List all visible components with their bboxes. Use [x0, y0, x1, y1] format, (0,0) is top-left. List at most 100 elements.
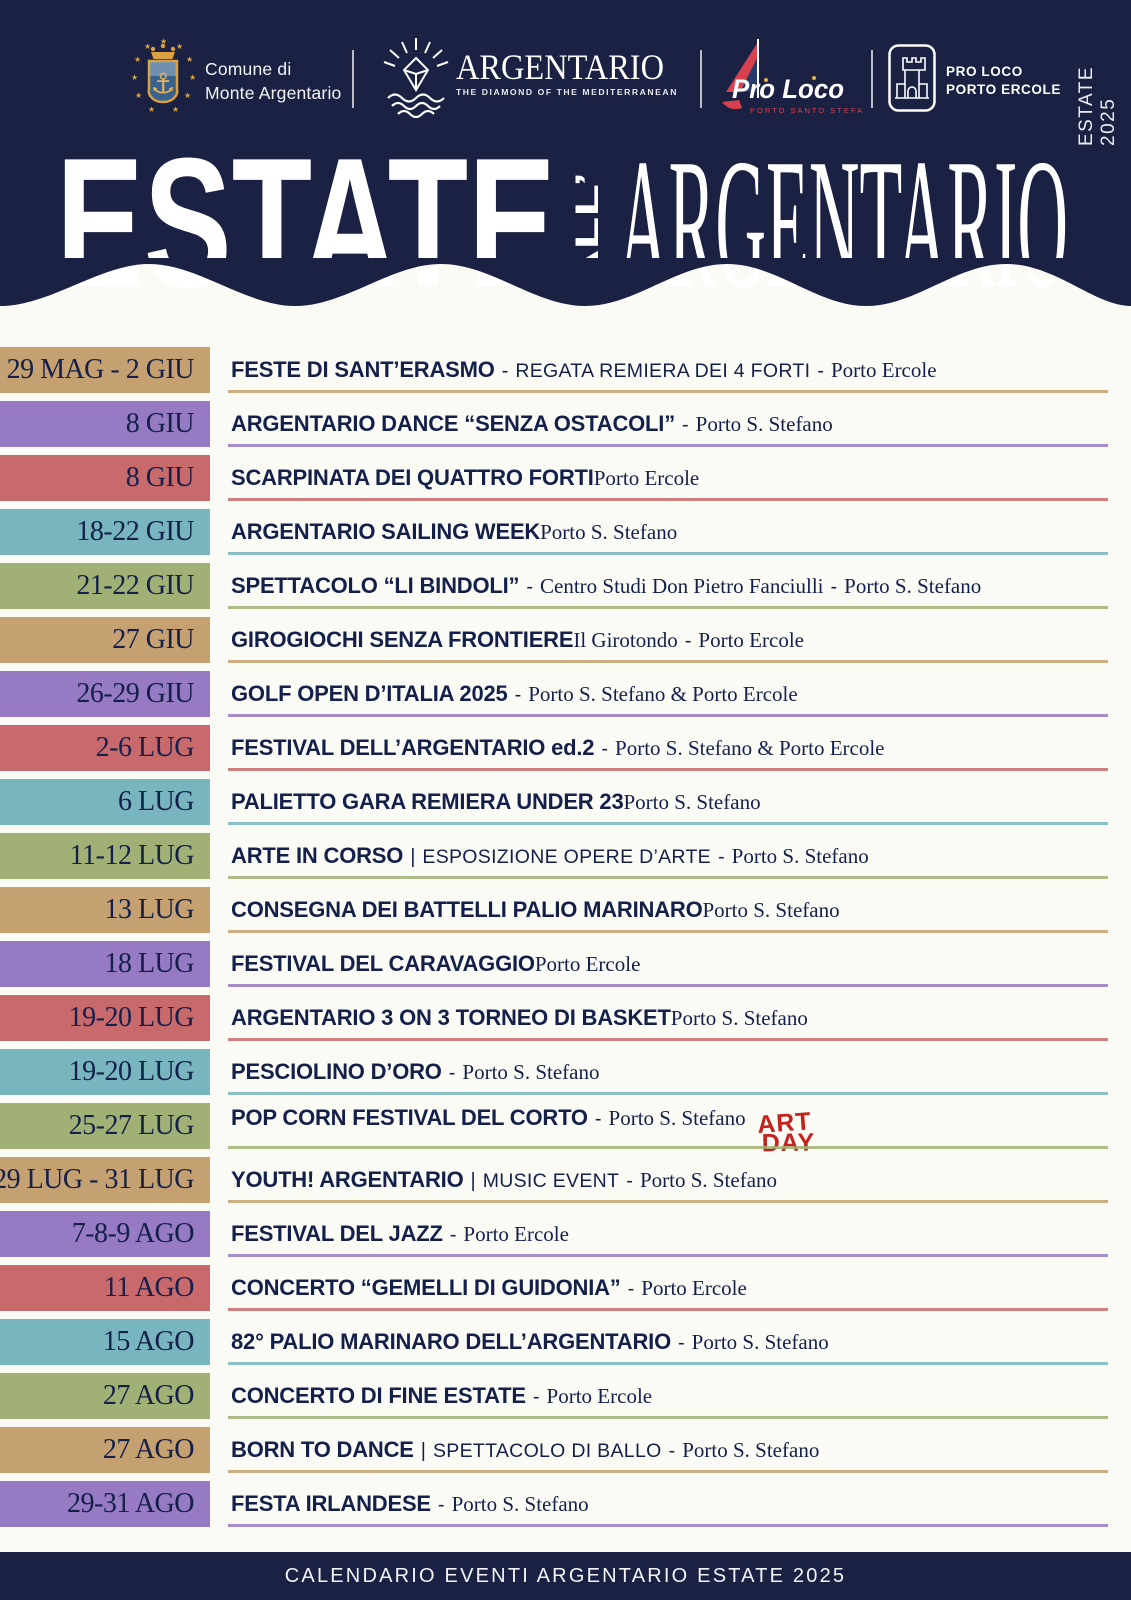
comune-crest-icon: ★★★ ★★★ ★★★ ★★ ⚓: [131, 37, 196, 114]
event-date: 29-31 AGO: [67, 1488, 194, 1519]
svg-text:★: ★: [160, 37, 167, 46]
event-title: CONSEGNA DEI BATTELLI PALIO MARINARO: [231, 897, 703, 922]
events-list: 29 MAG - 2 GIU FESTE DI SANT’ERASMO - RE…: [0, 347, 1131, 1535]
separator: -: [449, 1224, 457, 1246]
row-underline: [228, 984, 1108, 987]
separator: -: [514, 684, 522, 706]
event-text: ARGENTARIO DANCE “SENZA OSTACOLI” - Port…: [231, 411, 833, 437]
separator: -: [526, 576, 533, 598]
event-row: 8 GIU SCARPINATA DEI QUATTRO FORTI Porto…: [0, 455, 1131, 501]
event-text: ARGENTARIO 3 ON 3 TORNEO DI BASKET Porto…: [231, 1005, 808, 1031]
argentario-diamond-icon: [383, 38, 449, 118]
event-row: 11-12 LUG ARTE IN CORSO | ESPOSIZIONE OP…: [0, 833, 1131, 879]
event-text: GOLF OPEN D’ITALIA 2025 - Porto S. Stefa…: [231, 681, 798, 707]
event-location: Porto S. Stefano: [623, 790, 761, 814]
event-title: FESTE DI SANT’ERASMO: [231, 357, 495, 382]
event-date: 19-20 LUG: [68, 1002, 195, 1033]
event-row: 19-20 LUG PESCIOLINO D’ORO - Porto S. St…: [0, 1049, 1131, 1095]
event-title: ARGENTARIO SAILING WEEK: [231, 519, 541, 544]
event-date: 27 AGO: [102, 1434, 195, 1465]
svg-text:★: ★: [172, 105, 179, 114]
event-location: Porto Ercole: [546, 1384, 653, 1408]
event-location: Porto S. Stefano: [691, 1330, 829, 1354]
event-location: Porto S. Stefano & Porto Ercole: [615, 736, 885, 760]
event-date-block: 18 LUG: [0, 941, 210, 987]
event-location: Porto S. Stefano: [639, 1168, 778, 1192]
event-title: POP CORN FESTIVAL DEL CORTO: [231, 1105, 588, 1130]
event-location: Porto Ercole: [698, 628, 804, 652]
event-text: CONCERTO “GEMELLI DI GUIDONIA” - Porto E…: [231, 1275, 747, 1301]
event-text: POP CORN FESTIVAL DEL CORTO - Porto S. S…: [231, 1105, 815, 1157]
event-date-block: 13 LUG: [0, 887, 210, 933]
argentario-tagline: THE DIAMOND OF THE MEDITERRANEAN: [456, 87, 678, 97]
event-text: FESTIVAL DEL JAZZ - Porto Ercole: [231, 1221, 569, 1247]
row-underline: [228, 930, 1108, 933]
footer-text: CALENDARIO EVENTI ARGENTARIO ESTATE 2025: [284, 1564, 847, 1587]
event-location: Porto S. Stefano: [695, 412, 833, 436]
event-row: 13 LUG CONSEGNA DEI BATTELLI PALIO MARIN…: [0, 887, 1131, 933]
event-subtitle: REGATA REMIERA DEI 4 FORTI: [515, 360, 811, 382]
separator: |: [470, 1170, 476, 1192]
separator: -: [677, 1332, 685, 1354]
row-underline: [228, 552, 1108, 555]
event-row: 15 AGO 82° PALIO MARINARO DELL’ARGENTARI…: [0, 1319, 1131, 1365]
row-underline: [228, 1362, 1108, 1365]
event-text: YOUTH! ARGENTARIO | MUSIC EVENT - Porto …: [231, 1167, 777, 1193]
separator: -: [682, 414, 689, 436]
divider: [700, 50, 702, 108]
event-text: ARTE IN CORSO | ESPOSIZIONE OPERE D’ARTE…: [231, 843, 869, 869]
event-date: 19-20 LUG: [68, 1056, 195, 1087]
separator: -: [626, 1170, 633, 1192]
divider: [871, 50, 873, 108]
footer-bar: CALENDARIO EVENTI ARGENTARIO ESTATE 2025: [0, 1552, 1131, 1600]
proloco-pe-line1: PRO LOCO: [946, 64, 1023, 79]
event-title: FESTA IRLANDESE: [231, 1491, 431, 1516]
event-date: 13 LUG: [104, 894, 194, 925]
event-row: 26-29 GIU GOLF OPEN D’ITALIA 2025 - Port…: [0, 671, 1131, 717]
row-underline: [228, 1092, 1108, 1095]
event-location: Porto S. Stefano: [844, 574, 982, 598]
event-date: 8 GIU: [125, 408, 195, 439]
svg-text:★: ★: [134, 55, 141, 64]
event-location: Porto Ercole: [534, 952, 641, 976]
event-location: Porto Ercole: [641, 1276, 747, 1300]
event-title: CONCERTO DI FINE ESTATE: [231, 1383, 526, 1408]
event-date: 27 GIU: [112, 624, 194, 655]
event-title: CONCERTO “GEMELLI DI GUIDONIA”: [231, 1275, 621, 1300]
event-date: 8 GIU: [125, 462, 195, 493]
event-title: ARGENTARIO DANCE “SENZA OSTACOLI”: [231, 411, 675, 436]
event-date: 27 AGO: [102, 1380, 195, 1411]
argentario-wordmark-text: ARGENTARIO: [456, 50, 664, 84]
separator: -: [448, 1062, 456, 1084]
event-text: CONCERTO DI FINE ESTATE - Porto Ercole: [231, 1383, 652, 1409]
event-text: FESTA IRLANDESE - Porto S. Stefano: [231, 1491, 589, 1517]
event-row: 27 AGO CONCERTO DI FINE ESTATE - Porto E…: [0, 1373, 1131, 1419]
row-underline: [228, 444, 1108, 447]
event-date-block: 25-27 LUG: [0, 1103, 210, 1149]
row-underline: [228, 390, 1108, 393]
event-text: FESTE DI SANT’ERASMO - REGATA REMIERA DE…: [231, 357, 937, 383]
event-text: PALIETTO GARA REMIERA UNDER 23 Porto S. …: [231, 789, 761, 815]
event-title: SCARPINATA DEI QUATTRO FORTI: [231, 465, 594, 490]
side-vertical-label: ESTATE 2025: [1076, 65, 1119, 146]
svg-text:⚓: ⚓: [150, 67, 175, 100]
event-text: 82° PALIO MARINARO DELL’ARGENTARIO - Por…: [231, 1329, 829, 1355]
event-text: SCARPINATA DEI QUATTRO FORTI Porto Ercol…: [231, 465, 699, 491]
row-underline: [228, 1470, 1108, 1473]
event-date: 6 LUG: [117, 786, 195, 817]
svg-text:★: ★: [189, 73, 196, 82]
header-banner: ★ ★ ★ ★ ★ ★ ★ ★ ★ ★ ★ ⚓ Comune di Monte Argenta…: [0, 0, 1131, 304]
event-text: FESTIVAL DEL CARAVAGGIO Porto Ercole: [231, 951, 640, 977]
event-row: 18 LUG FESTIVAL DEL CARAVAGGIO Porto Erc…: [0, 941, 1131, 987]
comune-line2: Monte Argentario: [205, 82, 342, 103]
row-underline: [228, 822, 1108, 825]
event-row: 2-6 LUG FESTIVAL DELL’ARGENTARIO ed.2 - …: [0, 725, 1131, 771]
event-subtitle: Centro Studi Don Pietro Fanciulli: [540, 574, 824, 598]
event-row: 27 GIU GIROGIOCHI SENZA FRONTIERE Il Gir…: [0, 617, 1131, 663]
svg-text:★: ★: [131, 73, 138, 82]
event-date-block: 29-31 AGO: [0, 1481, 210, 1527]
svg-text:★: ★: [186, 55, 193, 64]
event-location: Porto S. Stefano: [608, 1106, 746, 1130]
event-date: 26-29 GIU: [76, 678, 194, 709]
